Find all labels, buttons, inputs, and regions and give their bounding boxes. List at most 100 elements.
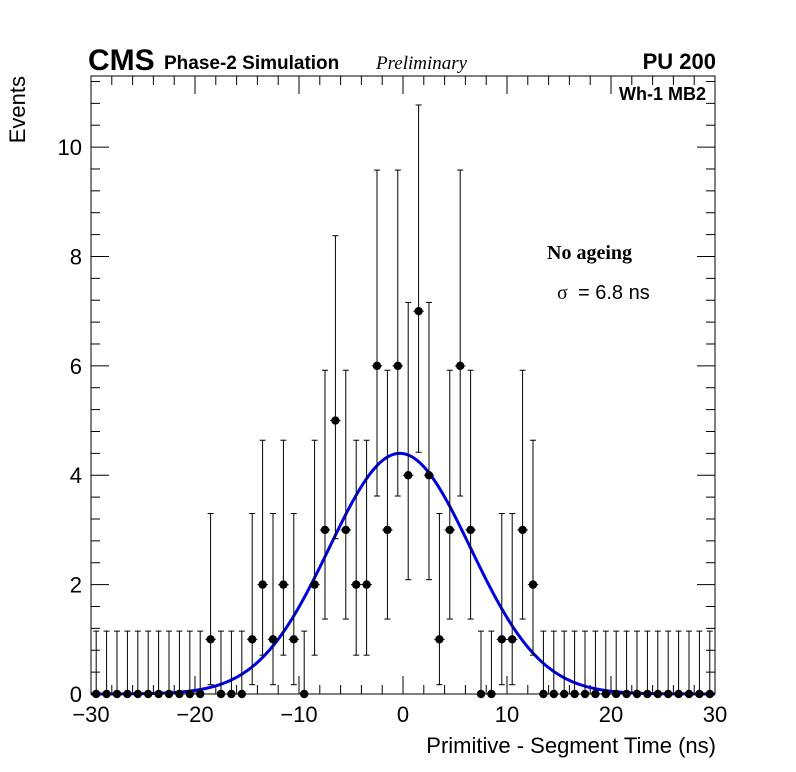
x-tick-label: −10	[280, 702, 317, 727]
x-tick-label: 30	[703, 702, 727, 727]
data-point-group	[444, 369, 455, 620]
data-point-group	[122, 630, 133, 699]
data-point	[508, 635, 517, 644]
data-point-group	[548, 630, 559, 699]
data-point	[383, 525, 392, 535]
data-point	[237, 689, 246, 699]
pileup-label: PU 200	[643, 49, 716, 74]
data-point	[612, 689, 621, 699]
data-point-group	[663, 630, 674, 699]
data-point-group	[267, 513, 279, 686]
data-point	[133, 689, 142, 699]
y-axis-title: Events	[5, 76, 30, 143]
data-point	[487, 689, 496, 699]
y-tick-label: 6	[70, 354, 82, 379]
x-axis-title: Primitive - Segment Time (ns)	[426, 733, 716, 758]
data-point-group	[527, 439, 539, 656]
data-point-group	[257, 439, 268, 656]
data-point	[653, 689, 662, 699]
data-point	[622, 689, 631, 699]
data-point-group	[371, 169, 383, 497]
axes-layer: −30 −20 −10 0 10 20 30 0 2 4 6 8 10	[58, 76, 727, 727]
data-point	[549, 689, 558, 699]
data-point	[300, 689, 309, 699]
data-point-group	[247, 513, 258, 686]
data-point-group	[163, 630, 175, 699]
data-point-group	[309, 439, 320, 656]
data-point-group	[434, 513, 445, 686]
x-tick-label: −30	[72, 702, 109, 727]
data-point-group	[132, 630, 143, 699]
data-point	[497, 635, 506, 644]
data-point-group	[694, 630, 705, 699]
cms-label: CMS	[88, 44, 155, 77]
data-point-group	[423, 301, 435, 581]
data-point	[528, 580, 538, 589]
data-point-group	[507, 513, 518, 686]
x-tick-label: −20	[176, 702, 213, 727]
data-point	[695, 689, 704, 699]
data-point-group	[465, 369, 476, 620]
data-point	[445, 525, 454, 535]
data-point	[112, 689, 122, 699]
data-point	[320, 525, 330, 535]
data-point-group	[683, 630, 695, 699]
fit-layer	[91, 451, 715, 696]
data-point-group	[340, 369, 351, 620]
region-label: Wh-1 MB2	[619, 84, 706, 104]
data-point	[268, 635, 278, 644]
y-tick-label: 10	[58, 135, 82, 160]
data-point-group	[652, 630, 663, 699]
data-point	[570, 689, 579, 699]
data-point-group	[455, 169, 466, 497]
data-point	[310, 580, 319, 589]
data-point-group	[236, 630, 247, 699]
data-point-group	[330, 235, 341, 540]
phase2-simulation-label: Phase-2 Simulation	[164, 53, 339, 74]
data-point	[248, 635, 257, 644]
data-point	[227, 689, 236, 699]
data-point	[466, 525, 475, 535]
data-point	[684, 689, 694, 699]
data-point-group	[288, 513, 299, 686]
data-point	[258, 580, 267, 589]
data-point-group	[195, 630, 206, 699]
data-point	[705, 689, 714, 699]
data-point	[435, 635, 444, 644]
data-point-group	[299, 630, 310, 699]
data-point	[216, 689, 226, 699]
data-point-group	[392, 169, 403, 497]
sigma-value-label: = 6.8 ns	[578, 282, 650, 304]
data-point-group	[590, 630, 601, 699]
data-point-group	[351, 439, 362, 656]
data-point-group	[184, 630, 195, 699]
data-point	[289, 635, 298, 644]
data-point-group	[319, 369, 331, 620]
y-tick-label: 2	[70, 573, 82, 598]
data-point	[175, 689, 184, 699]
data-point	[185, 689, 194, 699]
data-point-group	[413, 104, 424, 453]
data-point	[518, 525, 527, 535]
data-point	[601, 689, 610, 699]
data-point-group	[704, 630, 715, 699]
data-point-group	[475, 630, 487, 699]
data-point	[476, 689, 486, 699]
y-tick-label: 8	[70, 244, 82, 269]
gaussian-fit-curve	[91, 451, 715, 696]
data-point	[591, 689, 600, 699]
data-point	[424, 471, 434, 480]
data-point	[279, 580, 288, 589]
data-point-group	[517, 369, 528, 620]
data-point	[372, 361, 382, 371]
data-point	[196, 689, 205, 699]
data-point	[393, 361, 402, 371]
data-point-group	[579, 630, 591, 699]
data-point-group	[673, 630, 684, 699]
data-point-group	[205, 513, 216, 686]
preliminary-label: Preliminary	[375, 53, 468, 74]
data-point	[414, 306, 423, 316]
data-point	[102, 689, 111, 699]
data-point	[123, 689, 132, 699]
